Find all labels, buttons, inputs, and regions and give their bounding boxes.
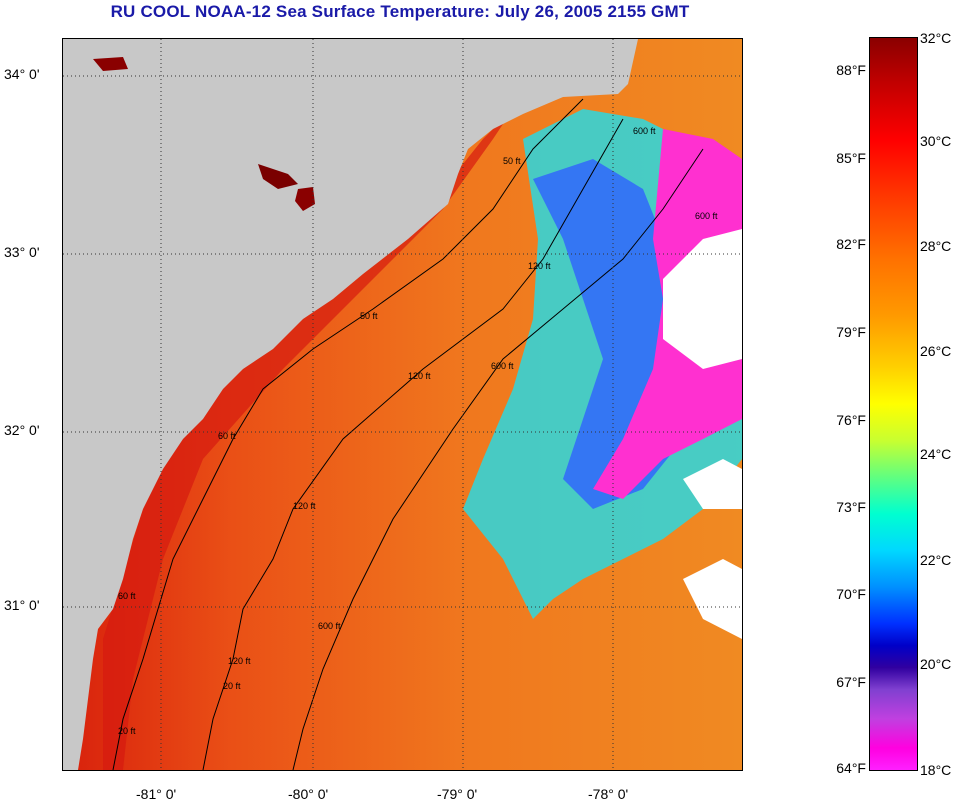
nearshore-warm-band [103, 109, 513, 770]
colorbar-celsius-label: 30°C [920, 133, 952, 149]
contour-label: 120 ft [528, 261, 551, 271]
sst-map-graphic: 50 ft 50 ft 120 ft 120 ft 120 ft 120 ft … [63, 39, 742, 770]
colorbar-fahrenheit-label: 70°F [836, 586, 866, 602]
contour-120ft [202, 118, 624, 770]
colorbar-fahrenheit-label: 79°F [836, 324, 866, 340]
contour-label: 120 ft [408, 371, 431, 381]
contour-label: 60 ft [218, 431, 236, 441]
longitude-label: -79° 0' [437, 786, 478, 802]
contour-label: 600 ft [491, 361, 514, 371]
colorbar-celsius-label: 28°C [920, 238, 952, 254]
latitude-label: 32° 0' [4, 422, 40, 438]
contour-label: 50 ft [503, 156, 521, 166]
longitude-label: -78° 0' [588, 786, 629, 802]
contour-label: 120 ft [228, 656, 251, 666]
contour-600ft [292, 148, 704, 770]
colorbar-fahrenheit-label: 85°F [836, 150, 866, 166]
sst-map: 50 ft 50 ft 120 ft 120 ft 120 ft 120 ft … [62, 38, 743, 771]
cloud-no-data [683, 459, 742, 509]
inland-lake [258, 164, 298, 189]
colorbar-fahrenheit-label: 76°F [836, 412, 866, 428]
latitude-label: 34° 0' [4, 66, 40, 82]
inland-lake [295, 187, 315, 211]
colorbar-celsius-label: 32°C [920, 30, 952, 46]
inland-lake [93, 57, 128, 71]
colorbar-fahrenheit-label: 82°F [836, 236, 866, 252]
colorbar-celsius-label: 20°C [920, 656, 952, 672]
colorbar-fahrenheit-label: 67°F [836, 674, 866, 690]
colorbar-celsius-label: 24°C [920, 446, 952, 462]
longitude-label: -81° 0' [136, 786, 177, 802]
contour-label: 600 ft [318, 621, 341, 631]
colorbar-fahrenheit-label: 73°F [836, 499, 866, 515]
longitude-label: -80° 0' [288, 786, 329, 802]
cloud-no-data [663, 229, 742, 369]
cloud-no-data [683, 559, 742, 639]
contour-label: 20 ft [118, 726, 136, 736]
colorbar-celsius-label: 22°C [920, 552, 952, 568]
contour-label: 50 ft [360, 311, 378, 321]
contour-label: 600 ft [633, 126, 656, 136]
map-title: RU COOL NOAA-12 Sea Surface Temperature:… [110, 2, 690, 21]
latitude-label: 33° 0' [4, 244, 40, 260]
colorbar-celsius-label: 18°C [920, 762, 952, 778]
colorbar-fahrenheit-label: 64°F [836, 760, 866, 776]
colorbar-fahrenheit-label: 88°F [836, 62, 866, 78]
colorbar-celsius-label: 26°C [920, 343, 952, 359]
contour-label: 20 ft [223, 681, 241, 691]
contour-50ft [112, 98, 584, 770]
latitude-label: 31° 0' [4, 597, 40, 613]
contour-label: 120 ft [293, 501, 316, 511]
temperature-colorbar [869, 37, 918, 771]
contour-label: 600 ft [695, 211, 718, 221]
contour-label: 60 ft [118, 591, 136, 601]
land-mass [63, 39, 638, 770]
